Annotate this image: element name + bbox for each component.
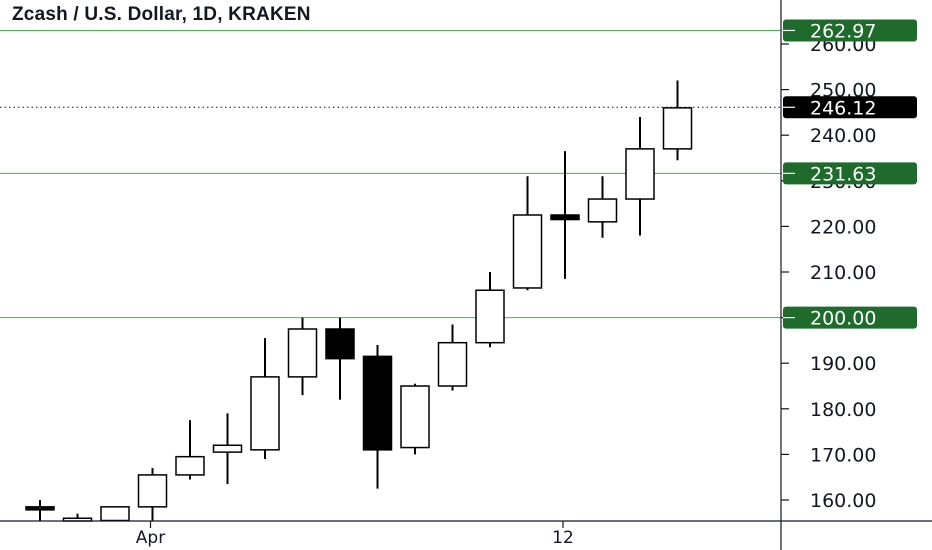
candle	[587, 176, 618, 238]
candle-body	[325, 328, 355, 360]
candle	[550, 151, 580, 279]
candle	[250, 338, 280, 459]
candle-body	[362, 355, 393, 451]
candle-body	[475, 289, 505, 344]
candle	[287, 317, 318, 396]
price-axis[interactable]: 160.00 170.00 180.00 190.00 200.00 210.00 220.…	[780, 0, 876, 550]
y-tick-label: 180.00	[810, 399, 876, 421]
candle	[437, 324, 468, 391]
level-price-tag-0: 262.97	[783, 19, 917, 42]
last-price-tag: 246.12	[783, 96, 917, 119]
time-axis[interactable]: Apr 12	[0, 520, 932, 548]
candle-body	[137, 474, 168, 508]
candle-body	[250, 376, 280, 451]
y-tick-label: 210.00	[810, 262, 876, 284]
level-price-tag-1-label: 231.63	[810, 163, 876, 185]
candle-body	[662, 107, 693, 150]
level-price-tag-1-bg	[783, 162, 917, 185]
last-price-tag-label: 246.12	[810, 97, 876, 119]
level-price-tag-0-label: 262.97	[810, 20, 876, 42]
candle-body	[400, 385, 430, 449]
candle-body	[512, 214, 543, 289]
candles	[25, 80, 693, 522]
x-tick-label: 12	[552, 528, 574, 548]
candle	[175, 420, 205, 480]
candle	[212, 413, 243, 485]
chart-title: Zcash / U.S. Dollar, 1D, KRAKEN	[12, 4, 311, 25]
y-tick-label: 240.00	[810, 125, 876, 147]
x-tick-label: Apr	[136, 528, 165, 548]
candle	[25, 500, 55, 521]
candle	[475, 272, 505, 348]
level-price-tag-0-bg	[783, 19, 917, 42]
candle	[325, 317, 355, 400]
candle-body	[625, 148, 655, 200]
level-price-tag-2-label: 200.00	[810, 308, 876, 330]
candle	[362, 344, 393, 489]
candle	[100, 506, 130, 522]
last-price-tag-bg	[783, 96, 917, 119]
candle-body	[100, 506, 130, 522]
candle	[400, 383, 430, 455]
level-price-tag-2: 200.00	[783, 306, 917, 330]
price-tags: 262.97 231.63 200.00 246.12	[783, 19, 917, 330]
horizontal-levels	[0, 29, 781, 319]
y-tick-label: 190.00	[810, 353, 876, 375]
y-tick-label: 250.00	[810, 80, 876, 102]
candle-body	[550, 214, 580, 221]
candle-body	[587, 198, 618, 223]
level-price-tag-2-bg	[783, 306, 917, 329]
candle	[662, 80, 693, 161]
y-tick-label: 220.00	[810, 216, 876, 238]
y-tick-label: 160.00	[810, 490, 876, 512]
candle-body	[25, 506, 55, 511]
y-tick-label: 170.00	[810, 444, 876, 466]
level-price-tag-1: 231.63	[783, 162, 917, 185]
candle	[625, 116, 655, 236]
candle-body	[212, 444, 243, 453]
candle	[137, 468, 168, 521]
candle	[62, 513, 93, 522]
candle	[512, 176, 543, 291]
candle-body	[175, 455, 205, 476]
candle-body	[287, 328, 318, 378]
candle-body	[437, 341, 468, 387]
